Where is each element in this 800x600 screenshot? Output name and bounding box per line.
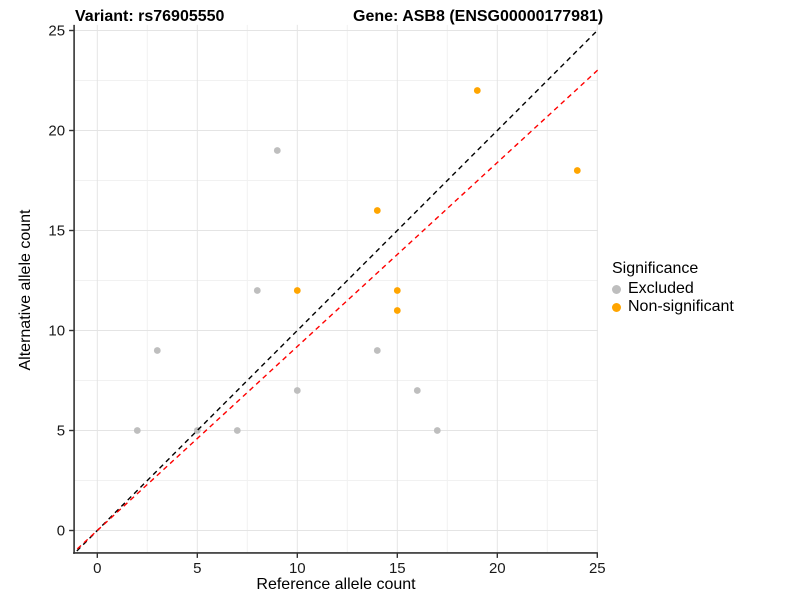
y-tick-label: 10: [48, 323, 65, 340]
y-axis-title: Alternative allele count: [17, 209, 34, 371]
reference-lines: [74, 28, 598, 553]
legend-item-label: Excluded: [628, 280, 694, 297]
y-tick-label: 15: [48, 223, 65, 240]
data-point-excluded: [253, 287, 261, 294]
data-point-excluded: [233, 427, 241, 434]
data-point-non-significant: [573, 167, 581, 174]
x-tick-label: 25: [589, 560, 606, 577]
data-point-non-significant: [293, 287, 301, 294]
data-point-excluded: [153, 347, 161, 354]
data-point-non-significant: [373, 207, 381, 214]
axes: 0 5 10 15 20 25 0 5 10 15 20 25: [48, 23, 605, 577]
x-tick-label: 20: [489, 560, 506, 577]
variant-title: Variant: rs76905550: [75, 8, 225, 25]
fit-line: [74, 68, 598, 553]
x-axis-title: Reference allele count: [256, 576, 416, 593]
x-tick-label: 5: [193, 560, 201, 577]
legend-title: Significance: [612, 260, 699, 277]
non-significant-dot-icon: [612, 302, 621, 312]
y-tick-label: 5: [57, 423, 65, 440]
data-points: [133, 87, 581, 434]
x-tick-label: 15: [389, 560, 406, 577]
legend-item-non-significant: Non-significant: [612, 298, 734, 316]
gene-title: Gene: ASB8 (ENSG00000177981): [353, 8, 604, 25]
data-point-non-significant: [393, 287, 401, 294]
data-point-excluded: [373, 347, 381, 354]
data-point-excluded: [293, 387, 301, 394]
y-tick-label: 0: [57, 523, 65, 540]
legend-item-label: Non-significant: [628, 298, 734, 315]
y-tick-label: 25: [48, 23, 65, 40]
data-point-non-significant: [473, 87, 481, 94]
x-tick-label: 0: [93, 560, 101, 577]
data-point-non-significant: [393, 307, 401, 314]
legend-item-excluded: Excluded: [612, 280, 734, 298]
identity-line: [74, 28, 598, 553]
x-tick-label: 10: [289, 560, 306, 577]
legend: Significance Excluded Non-significant: [612, 260, 734, 316]
data-point-excluded: [413, 387, 421, 394]
y-tick-label: 20: [48, 123, 65, 140]
data-point-excluded: [433, 427, 441, 434]
data-point-excluded: [273, 147, 281, 154]
data-point-excluded: [133, 427, 141, 434]
excluded-dot-icon: [612, 284, 621, 294]
gridlines: [74, 24, 598, 553]
